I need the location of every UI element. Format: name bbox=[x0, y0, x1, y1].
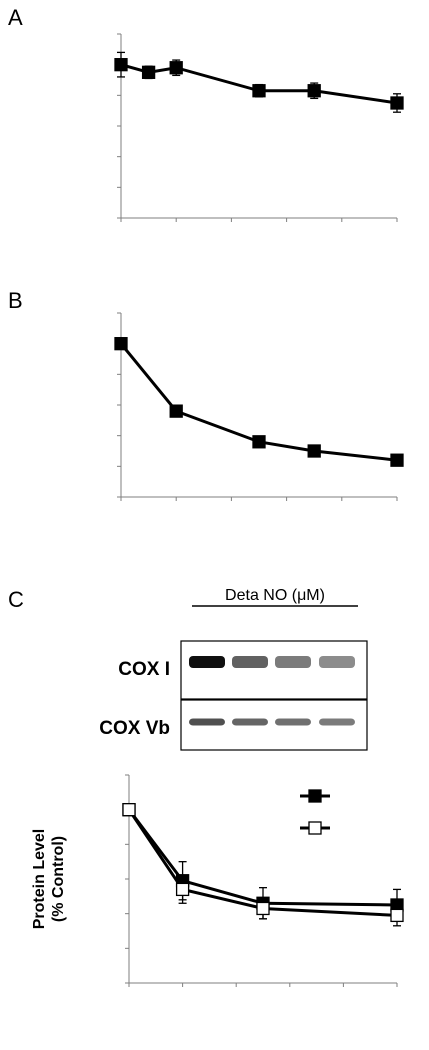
panel-letter-c: C bbox=[8, 587, 24, 612]
chart-4-hours bbox=[114, 33, 404, 222]
blot-row-label-cox-vb: COX Vb bbox=[99, 718, 170, 739]
data-point bbox=[252, 84, 266, 98]
y-axis-title-line-1: Protein Level bbox=[31, 829, 48, 929]
data-point bbox=[114, 337, 128, 351]
data-point bbox=[141, 65, 156, 79]
blot-box-cox-i bbox=[180, 640, 368, 700]
chart-protein-level: Protein Level (% Control) bbox=[31, 774, 404, 987]
blot-band bbox=[275, 718, 311, 726]
data-point bbox=[169, 61, 183, 75]
data-point bbox=[390, 908, 404, 923]
panel-letter-b: B bbox=[8, 288, 23, 313]
data-point bbox=[307, 84, 321, 98]
blot-bands bbox=[189, 656, 355, 726]
blot-band bbox=[275, 656, 311, 668]
western-blot: Deta NO (μM) COX I COX Vb bbox=[99, 587, 368, 751]
blot-row-label-cox-i: COX I bbox=[118, 659, 170, 680]
series-line bbox=[127, 808, 398, 907]
data-point bbox=[307, 444, 321, 458]
legend-marker bbox=[308, 821, 322, 835]
data-point bbox=[122, 803, 136, 817]
blot-band bbox=[232, 718, 268, 726]
blot-band bbox=[189, 656, 225, 668]
data-point bbox=[390, 96, 404, 110]
y-axis-title-line-2: (% Control) bbox=[50, 836, 67, 922]
blot-band bbox=[319, 718, 355, 726]
data-point bbox=[175, 882, 190, 897]
data-point bbox=[252, 435, 266, 449]
data-point bbox=[256, 901, 270, 916]
data-point bbox=[169, 404, 183, 418]
y-axis-title: Protein Level (% Control) bbox=[31, 829, 67, 929]
chart-16-hours bbox=[114, 312, 404, 501]
data-point bbox=[390, 453, 404, 467]
blot-header: Deta NO (μM) bbox=[225, 587, 325, 604]
legend-marker bbox=[308, 789, 322, 803]
blot-band bbox=[319, 656, 355, 668]
panel-letter-a: A bbox=[8, 5, 23, 30]
blot-band bbox=[189, 718, 225, 726]
series-line bbox=[127, 808, 398, 917]
data-point bbox=[114, 58, 128, 72]
blot-band bbox=[232, 656, 268, 668]
